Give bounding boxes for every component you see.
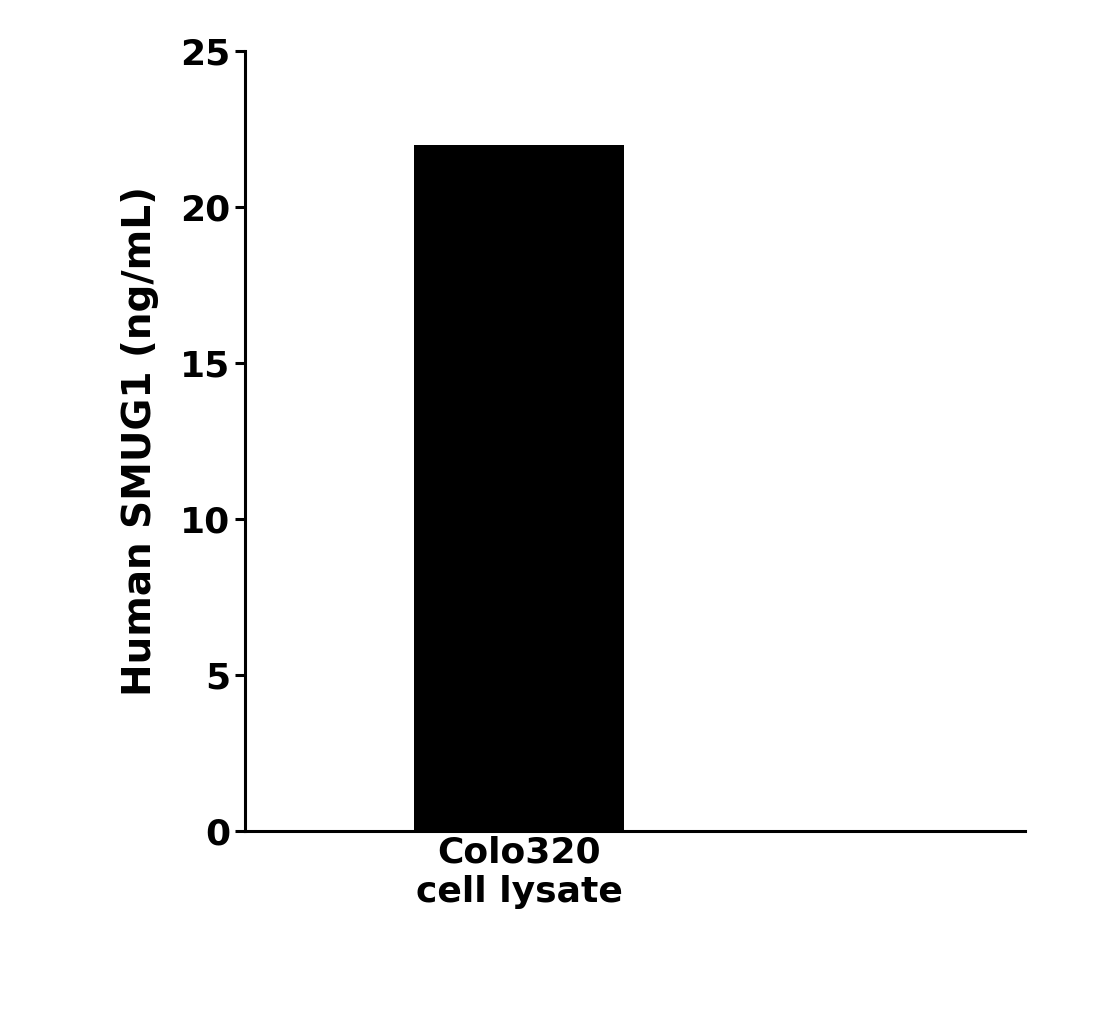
Y-axis label: Human SMUG1 (ng/mL): Human SMUG1 (ng/mL)	[121, 185, 159, 696]
Bar	[413, 145, 625, 831]
